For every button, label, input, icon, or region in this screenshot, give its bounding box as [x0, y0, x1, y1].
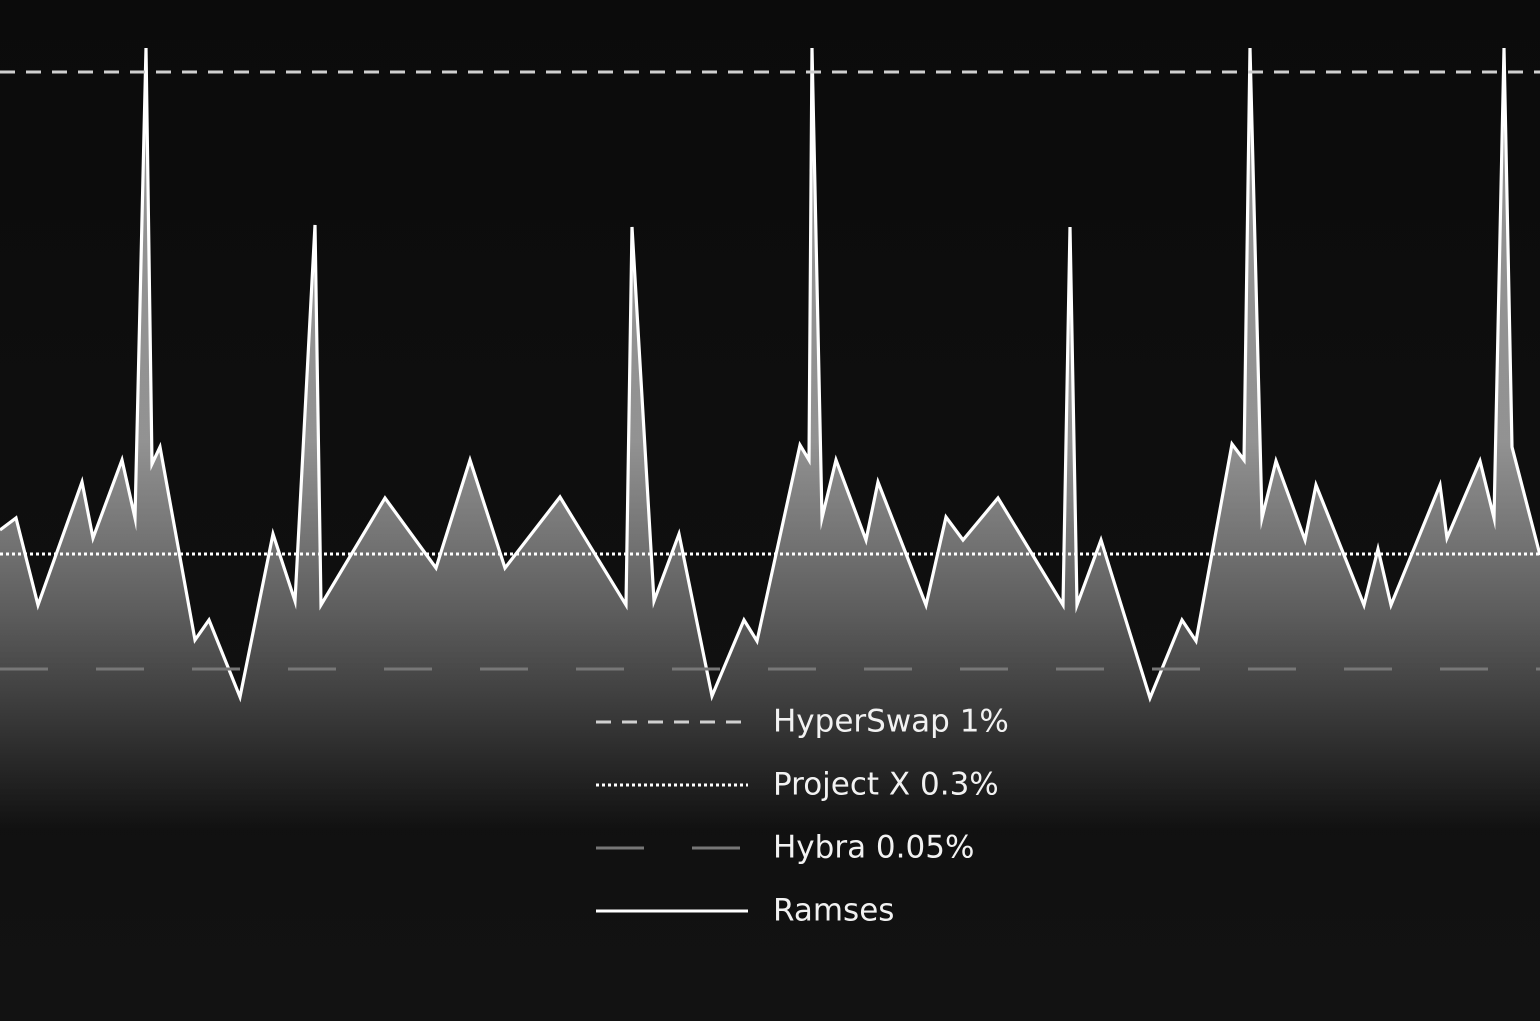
plot-area — [0, 47, 1540, 1021]
legend-label: Project X 0.3% — [773, 767, 999, 803]
area-fill — [0, 48, 1540, 1021]
legend-label: Hybra 0.05% — [773, 830, 974, 866]
legend-label: Ramses — [773, 893, 894, 929]
legend-label: HyperSwap 1% — [773, 704, 1009, 740]
series-line — [0, 47, 1540, 703]
legend: HyperSwap 1% Project X 0.3% Hybra 0.05% Ram… — [596, 704, 1009, 929]
